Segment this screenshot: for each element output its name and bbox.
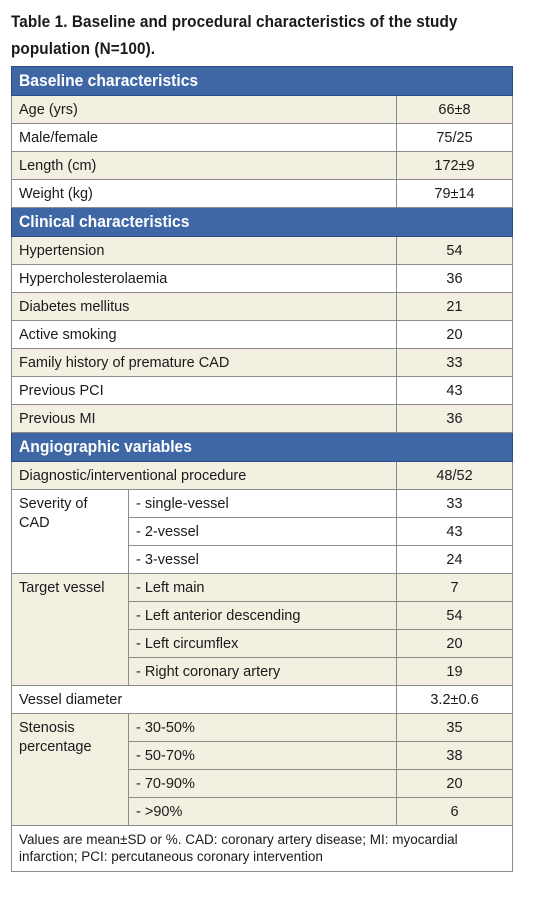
row-value: 24: [396, 545, 513, 574]
table-row: - >90% 6: [12, 797, 513, 826]
table-row: Weight (kg) 79±14: [11, 179, 513, 208]
row-label: - >90%: [128, 797, 397, 826]
table-row: Previous MI 36: [11, 404, 513, 433]
row-label: - single-vessel: [128, 489, 397, 518]
table-row: - Left anterior descending 54: [12, 601, 513, 630]
characteristics-table: Baseline characteristics Age (yrs) 66±8 …: [11, 66, 513, 872]
row-value: 20: [396, 769, 513, 798]
row-value: 66±8: [396, 95, 513, 124]
table-row: Male/female 75/25: [11, 123, 513, 152]
row-value: 6: [396, 797, 513, 826]
row-value: 20: [396, 629, 513, 658]
row-value: 79±14: [396, 179, 513, 208]
section-title: Angiographic variables: [19, 437, 192, 456]
table-row: Age (yrs) 66±8: [11, 95, 513, 124]
row-value: 172±9: [396, 151, 513, 180]
row-label: - Left circumflex: [128, 629, 397, 658]
row-value: 7: [396, 573, 513, 602]
row-label: - 2-vessel: [128, 517, 397, 546]
row-label: Male/female: [11, 123, 397, 152]
table-row: - 70-90% 20: [12, 769, 513, 798]
row-label: Hypercholesterolaemia: [11, 264, 397, 293]
group-label: Target vessel: [11, 573, 129, 686]
table-row: Active smoking 20: [11, 320, 513, 349]
row-label: - 30-50%: [128, 713, 397, 742]
row-label: - 3-vessel: [128, 545, 397, 574]
table-footnote: Values are mean±SD or %. CAD: coronary a…: [11, 825, 513, 872]
row-value: 54: [396, 601, 513, 630]
row-label: - 50-70%: [128, 741, 397, 770]
table-caption: Table 1. Baseline and procedural charact…: [11, 12, 458, 58]
row-label: Age (yrs): [11, 95, 397, 124]
section-title: Clinical characteristics: [19, 212, 190, 231]
section-header-angiographic: Angiographic variables: [11, 432, 513, 462]
section-header-baseline: Baseline characteristics: [11, 66, 513, 96]
row-value: 21: [396, 292, 513, 321]
row-label: Vessel diameter: [11, 685, 397, 714]
row-label: Hypertension: [11, 236, 397, 265]
group-label: Stenosis percentage: [11, 713, 129, 826]
group-label: Severity of CAD: [11, 489, 129, 574]
row-value: 38: [396, 741, 513, 770]
row-label: - Right coronary artery: [128, 657, 397, 686]
table-row: Diagnostic/interventional procedure 48/5…: [11, 461, 513, 490]
row-label: Previous MI: [11, 404, 397, 433]
row-label: Diagnostic/interventional procedure: [11, 461, 397, 490]
table-row: - 2-vessel 43: [12, 517, 513, 546]
table-row: Target vessel - Left main 7: [11, 573, 513, 686]
row-value: 33: [396, 348, 513, 377]
row-value: 19: [396, 657, 513, 686]
row-label: Family history of premature CAD: [11, 348, 397, 377]
table-row: - 50-70% 38: [12, 741, 513, 770]
row-value: 20: [396, 320, 513, 349]
table-row: Diabetes mellitus 21: [11, 292, 513, 321]
row-value: 43: [396, 376, 513, 405]
table-row: Stenosis percentage - 30-50% 35: [11, 713, 513, 826]
row-value: 36: [396, 264, 513, 293]
section-header-clinical: Clinical characteristics: [11, 207, 513, 237]
table-row: Hypertension 54: [11, 236, 513, 265]
table-footnote-row: Values are mean±SD or %. CAD: coronary a…: [11, 825, 513, 872]
row-label: Active smoking: [11, 320, 397, 349]
row-label: - Left main: [128, 573, 397, 602]
table-row: Family history of premature CAD 33: [11, 348, 513, 377]
row-value: 35: [396, 713, 513, 742]
row-label: Previous PCI: [11, 376, 397, 405]
row-label: Length (cm): [11, 151, 397, 180]
row-value: 33: [396, 489, 513, 518]
table-row: Length (cm) 172±9: [11, 151, 513, 180]
row-value: 75/25: [396, 123, 513, 152]
row-label: Diabetes mellitus: [11, 292, 397, 321]
section-title: Baseline characteristics: [19, 71, 199, 90]
table-row: - Left circumflex 20: [12, 629, 513, 658]
row-value: 3.2±0.6: [396, 685, 513, 714]
table-row: - Right coronary artery 19: [12, 657, 513, 686]
row-label: Weight (kg): [11, 179, 397, 208]
table-row: Hypercholesterolaemia 36: [11, 264, 513, 293]
row-label: - 70-90%: [128, 769, 397, 798]
table-row: Severity of CAD - single-vessel 33: [11, 489, 513, 574]
table-row: Vessel diameter 3.2±0.6: [11, 685, 513, 714]
row-value: 48/52: [396, 461, 513, 490]
row-label: - Left anterior descending: [128, 601, 397, 630]
row-value: 43: [396, 517, 513, 546]
row-value: 54: [396, 236, 513, 265]
row-value: 36: [396, 404, 513, 433]
table-row: Previous PCI 43: [11, 376, 513, 405]
